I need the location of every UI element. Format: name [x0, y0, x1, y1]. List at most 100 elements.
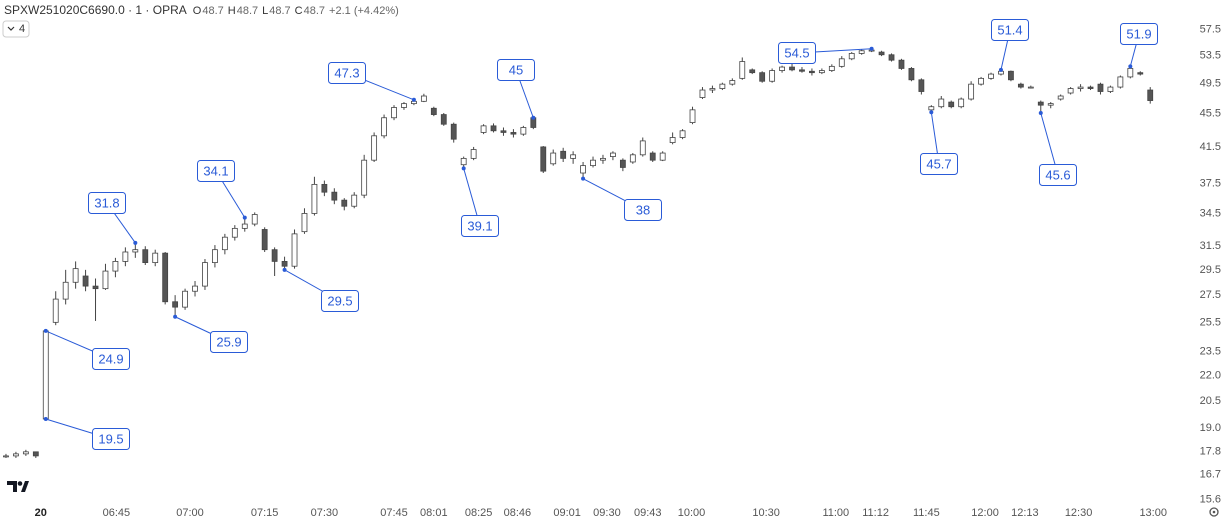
candle-body	[818, 70, 825, 74]
candle-body	[789, 66, 795, 71]
ohlc-value: 48.7	[202, 5, 223, 17]
candle-body	[1137, 72, 1144, 75]
candle-body	[1097, 83, 1104, 92]
callout-box	[92, 428, 130, 450]
candle-body	[102, 270, 109, 290]
candle-body	[331, 191, 338, 201]
candle-body	[1127, 68, 1134, 78]
candle-body	[1027, 86, 1034, 89]
candle-body	[809, 70, 815, 74]
y-tick-label: 45.5	[1200, 108, 1221, 120]
settings-icon[interactable]	[1209, 507, 1219, 517]
callout-point	[43, 416, 48, 421]
candle-body	[430, 107, 437, 115]
candle-body	[271, 249, 278, 262]
callout-point	[282, 267, 287, 272]
x-tick-label: 10:30	[752, 507, 780, 519]
candle-body	[480, 125, 487, 133]
candle-body	[361, 159, 368, 196]
candle-body	[192, 285, 198, 292]
x-tick-label: 20	[35, 507, 47, 519]
candle-body	[1037, 101, 1044, 106]
y-tick-label: 41.5	[1200, 141, 1221, 153]
candle-body	[182, 290, 188, 308]
candle-body	[619, 159, 626, 168]
candle-body	[1057, 95, 1064, 100]
candle-body	[490, 125, 497, 132]
y-tick-label: 57.5	[1200, 23, 1221, 35]
candle-body	[749, 69, 756, 74]
candle-body	[301, 213, 308, 233]
x-tick-label: 08:25	[465, 507, 493, 519]
candle-body	[948, 101, 955, 108]
candle-body	[122, 251, 129, 262]
callout-label: 19.5	[98, 431, 123, 446]
callout-label: 45.6	[1045, 167, 1070, 182]
callout-label: 31.8	[94, 195, 119, 210]
callout-box	[1120, 23, 1158, 45]
y-tick-label: 37.5	[1200, 177, 1221, 189]
x-tick-label: 08:01	[420, 507, 448, 519]
candle-body	[450, 123, 457, 140]
y-tick-label: 53.5	[1200, 49, 1221, 61]
ohlc-key: O	[193, 5, 202, 17]
y-tick-label: 23.5	[1200, 346, 1221, 358]
candle-body	[13, 453, 19, 457]
callout-box	[461, 215, 499, 237]
candle-body	[1107, 86, 1114, 92]
candle-body	[351, 194, 358, 207]
callout-point	[1038, 110, 1043, 115]
x-tick-label: 11:45	[913, 507, 940, 519]
candle-body	[858, 50, 865, 54]
callout-point	[929, 110, 934, 115]
interval-button[interactable]	[2, 20, 30, 38]
callout-label: 39.1	[467, 218, 492, 233]
candle-body	[580, 165, 586, 174]
x-tick-label: 07:45	[380, 507, 408, 519]
candle-body	[709, 88, 716, 91]
candle-body	[570, 154, 577, 159]
x-tick-label: 12:13	[1011, 507, 1039, 519]
candle-body	[550, 152, 557, 165]
candle-body	[1017, 83, 1024, 88]
candle-body	[759, 72, 766, 82]
x-tick-label: 10:00	[678, 507, 706, 519]
candle-body	[52, 298, 59, 323]
candle-body	[281, 261, 288, 267]
candle-body	[978, 77, 984, 85]
ohlc-key: C	[295, 5, 303, 17]
callout-box	[991, 19, 1029, 41]
candle-body	[241, 223, 248, 229]
x-tick-label: 09:43	[634, 507, 662, 519]
candle-body	[719, 83, 726, 89]
interval-label[interactable]: 4	[19, 23, 25, 35]
y-tick-label: 49.5	[1200, 77, 1221, 89]
callout-point	[1128, 64, 1133, 69]
candle-body	[699, 89, 706, 98]
callout-label: 45	[509, 62, 523, 77]
callout-label: 51.4	[997, 22, 1022, 37]
y-tick-label: 20.5	[1200, 395, 1221, 407]
candle-body	[968, 83, 975, 100]
candle-body	[341, 199, 348, 207]
candle-body	[251, 214, 258, 225]
candle-body	[1047, 103, 1054, 106]
header: SPXW251020C6690.0 · 1 · OPRA O 48.7 H 48.7 L…	[4, 3, 399, 17]
callout-box	[624, 199, 662, 221]
candle-body	[440, 114, 447, 125]
candle-body	[291, 233, 298, 267]
candle-body	[918, 79, 925, 92]
callout-point	[43, 328, 48, 333]
candle-body	[391, 107, 397, 119]
callout-point	[461, 166, 466, 171]
candle-body	[888, 54, 895, 61]
candle-body	[610, 152, 616, 157]
candle-body	[1117, 76, 1124, 88]
y-tick-label: 17.8	[1200, 446, 1221, 458]
candle-body	[152, 252, 159, 264]
x-tick-label: 12:30	[1065, 507, 1093, 519]
y-tick-label: 27.5	[1200, 289, 1221, 301]
callout-label: 47.3	[334, 65, 359, 80]
candle-body	[420, 95, 427, 102]
candle-body	[202, 262, 208, 287]
